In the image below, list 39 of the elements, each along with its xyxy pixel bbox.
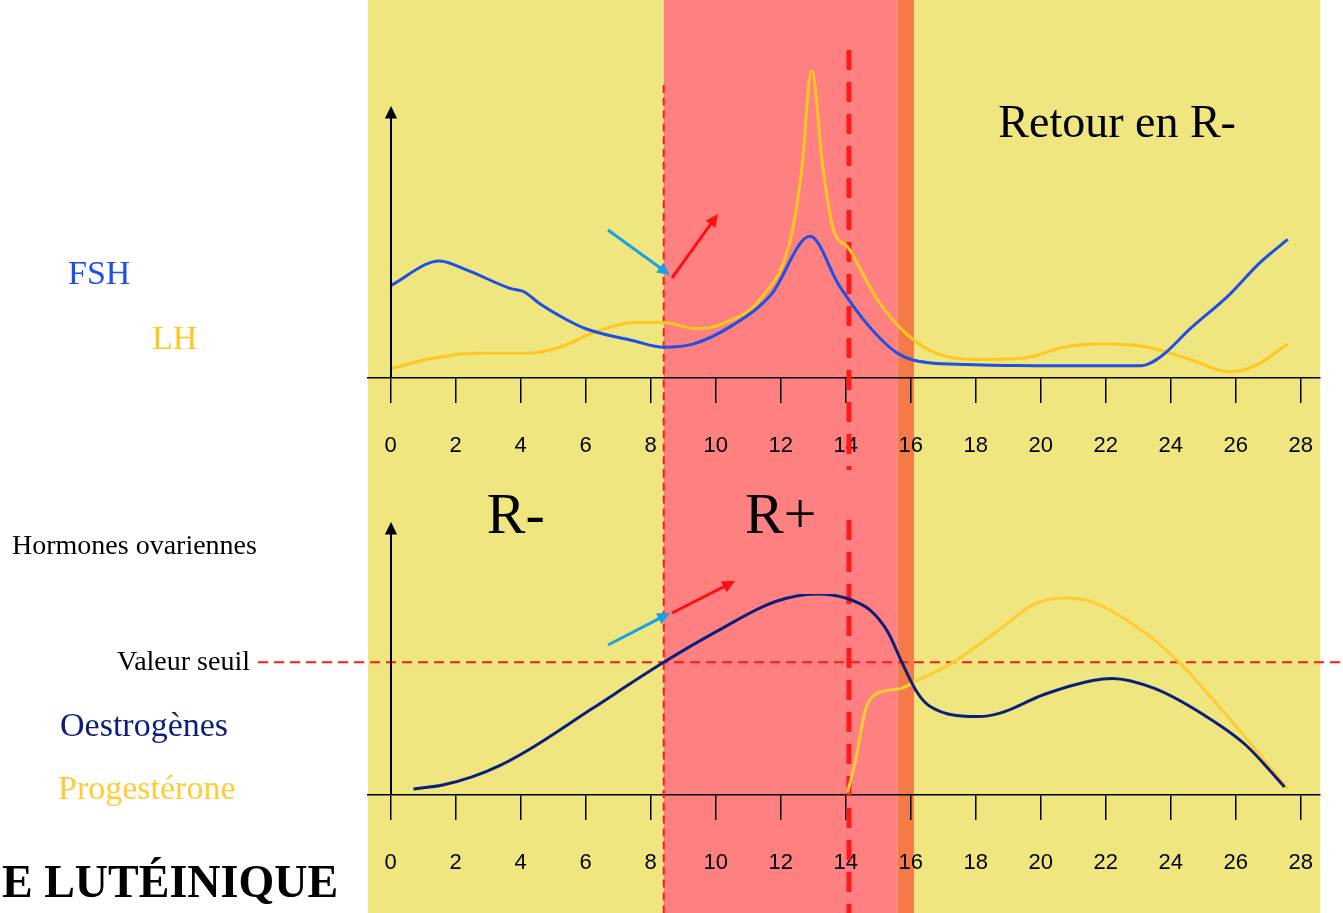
band-label: R- <box>486 481 545 547</box>
y-axis-title: Hormones ovariennes <box>12 529 257 561</box>
x-tick-label: 26 <box>1223 432 1248 458</box>
x-tick-label: 12 <box>768 432 793 458</box>
x-tick-label: 8 <box>644 849 657 875</box>
x-tick-label: 10 <box>703 432 728 458</box>
x-tick-label: 6 <box>579 849 592 875</box>
text: E LUTÉINIQUE <box>2 855 339 907</box>
x-tick-label: 22 <box>1093 849 1118 875</box>
x-tick-label: 28 <box>1288 849 1313 875</box>
x-tick-label: 20 <box>1028 432 1053 458</box>
x-tick-label: 4 <box>514 432 527 458</box>
x-tick-label: 24 <box>1158 432 1183 458</box>
x-tick-label: 6 <box>579 432 592 458</box>
x-tick-label: 24 <box>1158 849 1183 875</box>
x-tick-label: 2 <box>449 432 462 458</box>
x-tick-label: 0 <box>384 849 397 875</box>
x-tick-label: 12 <box>768 849 793 875</box>
x-tick-label: 8 <box>644 432 657 458</box>
ref-line-label: Valeur seuil <box>117 644 251 676</box>
x-tick-label: 18 <box>963 849 988 875</box>
x-tick-label: 22 <box>1093 432 1118 458</box>
x-tick-label: 18 <box>963 432 988 458</box>
text: LH <box>152 318 198 356</box>
x-tick-label: 14 <box>833 849 858 875</box>
x-tick-label: 0 <box>384 432 397 458</box>
band-label: Retour en R- <box>998 96 1236 148</box>
text: FSH <box>68 253 131 291</box>
x-tick-label: 26 <box>1223 849 1248 875</box>
x-tick-label: 2 <box>449 849 462 875</box>
x-tick-label: 20 <box>1028 849 1053 875</box>
x-tick-label: 4 <box>514 849 527 875</box>
band-label: R+ <box>745 481 817 547</box>
text: Progestérone <box>58 768 236 806</box>
x-tick-label: 16 <box>898 432 923 458</box>
text: Oestrogènes <box>60 705 229 743</box>
x-tick-label: 10 <box>703 849 728 875</box>
x-tick-label: 28 <box>1288 432 1313 458</box>
x-tick-label: 16 <box>898 849 923 875</box>
